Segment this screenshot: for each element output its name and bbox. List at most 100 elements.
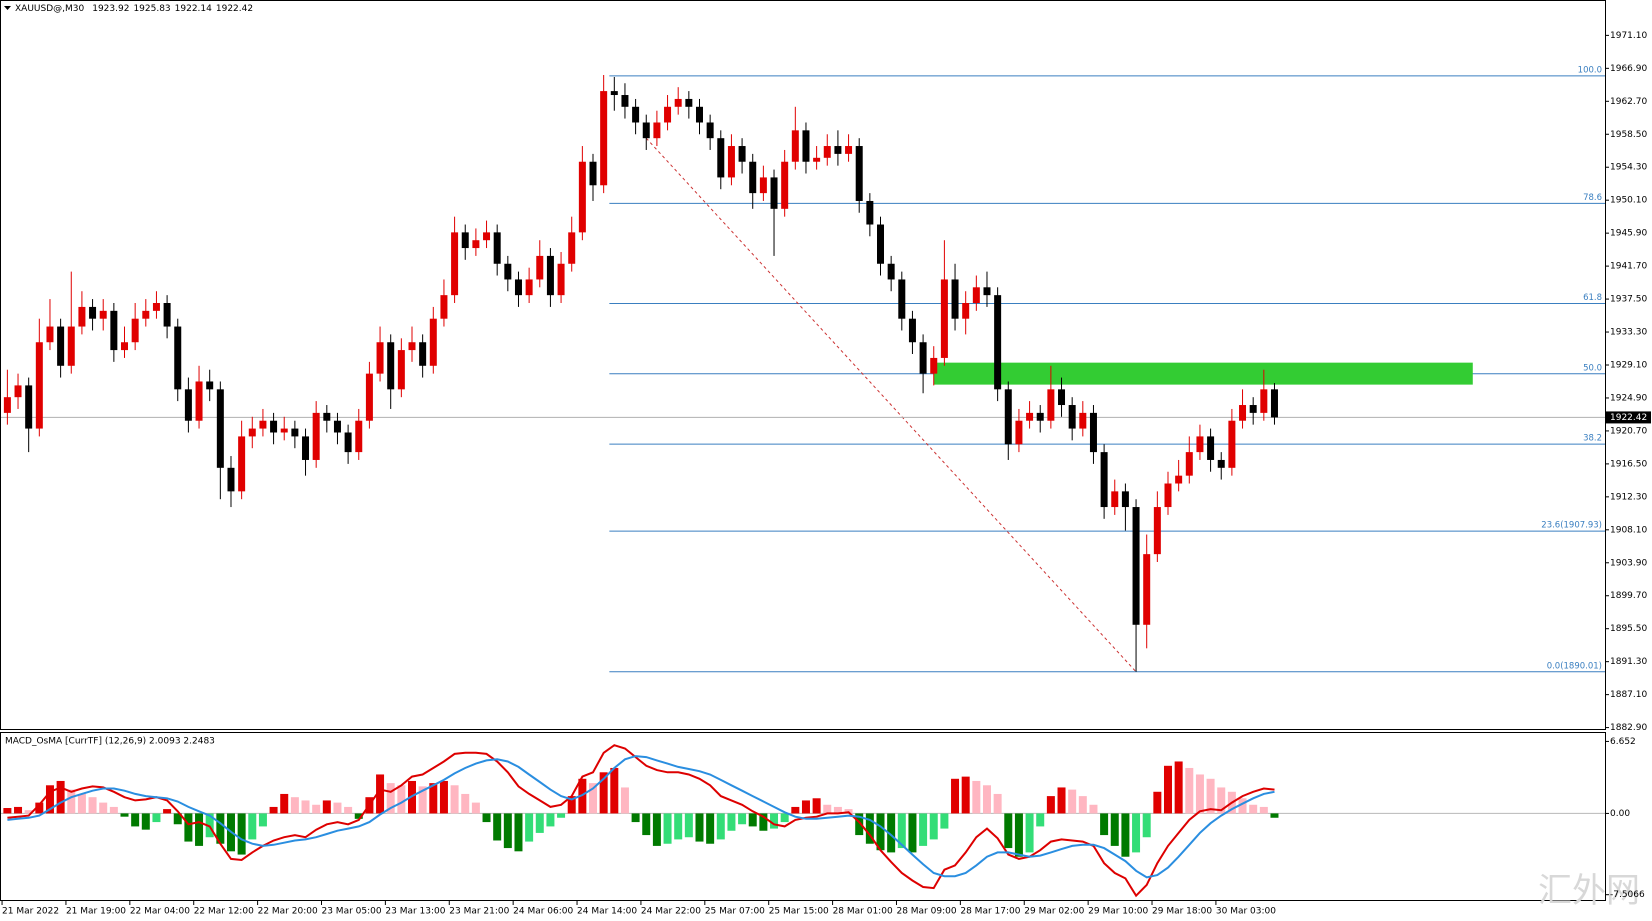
candle-body	[344, 432, 352, 453]
candle-body	[195, 381, 203, 421]
candle-body	[1153, 507, 1161, 555]
histogram-bar	[482, 813, 491, 823]
candle-body	[1239, 405, 1247, 421]
histogram-bar	[631, 813, 640, 823]
histogram-bar	[951, 778, 960, 814]
histogram-bar	[3, 808, 12, 814]
y-tick-label: 1916.50	[1610, 459, 1647, 469]
candle-body	[1036, 412, 1044, 421]
histogram-bar	[1206, 778, 1215, 814]
histogram-bar	[759, 813, 768, 831]
ohlc-value: 1922.14	[175, 4, 212, 14]
histogram-bar	[99, 802, 108, 814]
candle-body	[578, 161, 586, 233]
x-tick-label: 25 Mar 15:00	[769, 907, 829, 917]
histogram-bar	[684, 813, 693, 838]
histogram-bar	[77, 793, 86, 814]
histogram-bar	[1036, 813, 1045, 827]
current-price-tag	[1606, 411, 1651, 424]
candle-body	[802, 130, 810, 162]
histogram-bar	[770, 813, 779, 829]
candle-body	[302, 436, 310, 460]
histogram-bar	[1004, 813, 1013, 849]
candle-body	[152, 302, 160, 311]
x-tick-label: 29 Mar 18:00	[1152, 907, 1212, 917]
histogram-bar	[35, 802, 44, 814]
histogram-bar	[195, 813, 204, 846]
histogram-bar	[216, 813, 225, 844]
candle-body	[994, 295, 1002, 390]
candle-body	[323, 412, 331, 421]
symbol-menu-arrow[interactable]	[4, 6, 11, 10]
histogram-bar	[620, 787, 629, 814]
candle-body	[1047, 389, 1055, 421]
candle-body	[99, 310, 107, 319]
candle-body	[727, 146, 735, 178]
candle-body	[1207, 436, 1215, 460]
histogram-bar	[897, 813, 906, 849]
fib-label: 50.0	[1583, 363, 1602, 373]
histogram-bar	[982, 785, 991, 814]
histogram-bar	[386, 783, 395, 814]
histogram-bar	[1185, 767, 1194, 814]
histogram-bar	[929, 813, 938, 840]
candle-body	[472, 240, 480, 249]
y-tick-label: -7.5066	[1610, 890, 1645, 900]
candle-body	[1270, 389, 1278, 418]
histogram-bar	[493, 813, 502, 841]
y-tick-label: 1966.90	[1610, 64, 1647, 74]
candle-body	[461, 232, 469, 249]
candle-body	[493, 232, 501, 264]
candle-body	[557, 263, 565, 296]
y-tick-label: 1899.70	[1610, 591, 1647, 601]
histogram-bar	[397, 785, 406, 814]
histogram-bar	[887, 813, 896, 853]
histogram-bar	[1217, 787, 1226, 814]
x-tick-label: 21 Mar 19:00	[66, 907, 126, 917]
histogram-bar	[716, 813, 725, 840]
histogram-bar	[780, 813, 789, 823]
histogram-bar	[674, 813, 683, 840]
histogram-bar	[855, 813, 864, 836]
histogram-bar	[354, 813, 363, 819]
candle-body	[962, 302, 970, 319]
histogram-bar	[727, 813, 736, 831]
histogram-bar	[961, 776, 970, 814]
candle-body	[408, 342, 416, 351]
histogram-bar	[450, 785, 459, 814]
candle-body	[270, 420, 278, 433]
histogram-bar	[418, 786, 427, 814]
histogram-bar	[344, 806, 353, 814]
watermark: 汇外网	[1538, 871, 1640, 911]
candle-body	[749, 161, 757, 194]
candle-body	[3, 397, 11, 413]
histogram-bar	[376, 774, 385, 814]
candle-body	[621, 95, 629, 107]
candle-body	[908, 318, 916, 343]
histogram-bar	[748, 813, 757, 827]
x-tick-label: 29 Mar 02:00	[1024, 907, 1084, 917]
candle-body	[174, 326, 182, 390]
candle-body	[823, 146, 831, 158]
histogram-bar	[706, 813, 715, 844]
x-tick-label: 23 Mar 21:00	[449, 907, 509, 917]
histogram-bar	[1153, 791, 1162, 814]
histogram-bar	[535, 813, 544, 833]
histogram-bar	[599, 772, 608, 814]
candle-body	[1100, 452, 1108, 508]
candle-body	[291, 428, 299, 437]
candle-body	[78, 306, 86, 327]
candle-body	[504, 263, 512, 280]
histogram-bar	[823, 804, 832, 814]
candle-body	[653, 122, 661, 139]
y-tick-label: 1950.10	[1610, 196, 1647, 206]
x-tick-label: 29 Mar 10:00	[1088, 907, 1148, 917]
indicator-title: MACD_OsMA [CurrTF] (12,26,9) 2.0093 2.24…	[5, 737, 215, 747]
candle-body	[930, 357, 938, 374]
y-tick-label: 1882.90	[1610, 723, 1647, 733]
y-tick-label: 6.652	[1610, 737, 1636, 747]
candle-body	[1089, 412, 1097, 453]
